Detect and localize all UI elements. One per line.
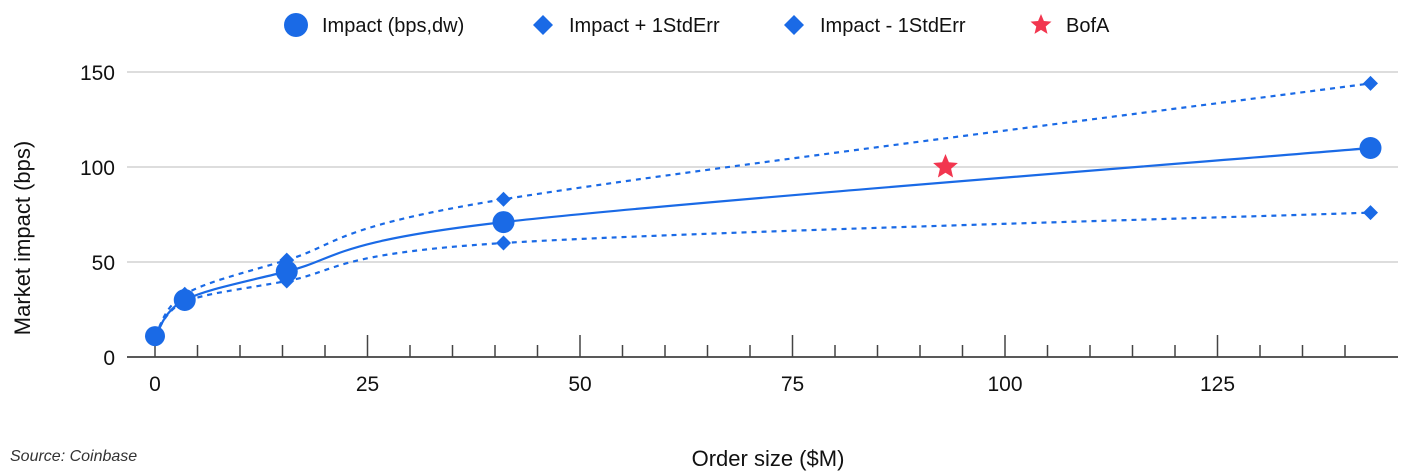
gridlines <box>127 71 1398 263</box>
series-line-impact-1stderr <box>154 211 1371 337</box>
series-line-impact-1stderr <box>154 82 1371 337</box>
star-marker <box>933 154 958 178</box>
legend-label: Impact - 1StdErr <box>820 15 966 37</box>
legend-label: Impact + 1StdErr <box>569 15 720 37</box>
x-tick-label: 75 <box>781 373 804 396</box>
y-tick-label: 50 <box>92 252 115 275</box>
series-line-impact-bps-dw- <box>154 146 1371 337</box>
diamond-marker <box>496 191 511 207</box>
diamond-marker <box>1363 75 1378 91</box>
legend-label: Impact (bps,dw) <box>322 15 464 37</box>
legend-label: BofA <box>1066 15 1110 37</box>
y-tick-label: 150 <box>80 62 115 85</box>
circle-marker <box>275 260 298 283</box>
legend-marker-circle <box>284 13 308 37</box>
y-axis-title: Market impact (bps) <box>10 141 35 335</box>
x-tick-label: 0 <box>149 373 161 396</box>
circle-marker <box>492 211 515 234</box>
x-axis-tick-labels: 0 25 50 75 100 125 <box>149 373 1235 396</box>
y-axis-tick-labels: 0 50 100 150 <box>80 62 115 370</box>
circle-marker <box>145 326 165 347</box>
x-axis <box>127 335 1398 358</box>
series-markers <box>145 75 1382 347</box>
legend-marker-star <box>1030 14 1052 34</box>
legend-marker-diamond <box>533 15 553 35</box>
diamond-marker <box>1363 205 1378 221</box>
y-tick-label: 0 <box>103 347 115 370</box>
x-tick-label: 125 <box>1200 373 1235 396</box>
diamond-marker <box>496 235 511 251</box>
circle-marker <box>1359 137 1382 159</box>
x-axis-title: Order size ($M) <box>692 446 845 471</box>
legend-marker-diamond <box>784 15 804 35</box>
source-note: Source: Coinbase <box>10 448 138 465</box>
legend: Impact (bps,dw) Impact + 1StdErr Impact - … <box>284 13 1110 37</box>
x-tick-label: 25 <box>356 373 379 396</box>
series-lines <box>154 82 1371 337</box>
circle-marker <box>173 289 196 311</box>
x-tick-label: 50 <box>568 373 591 396</box>
y-tick-label: 100 <box>80 157 115 180</box>
x-tick-label: 100 <box>987 373 1022 396</box>
